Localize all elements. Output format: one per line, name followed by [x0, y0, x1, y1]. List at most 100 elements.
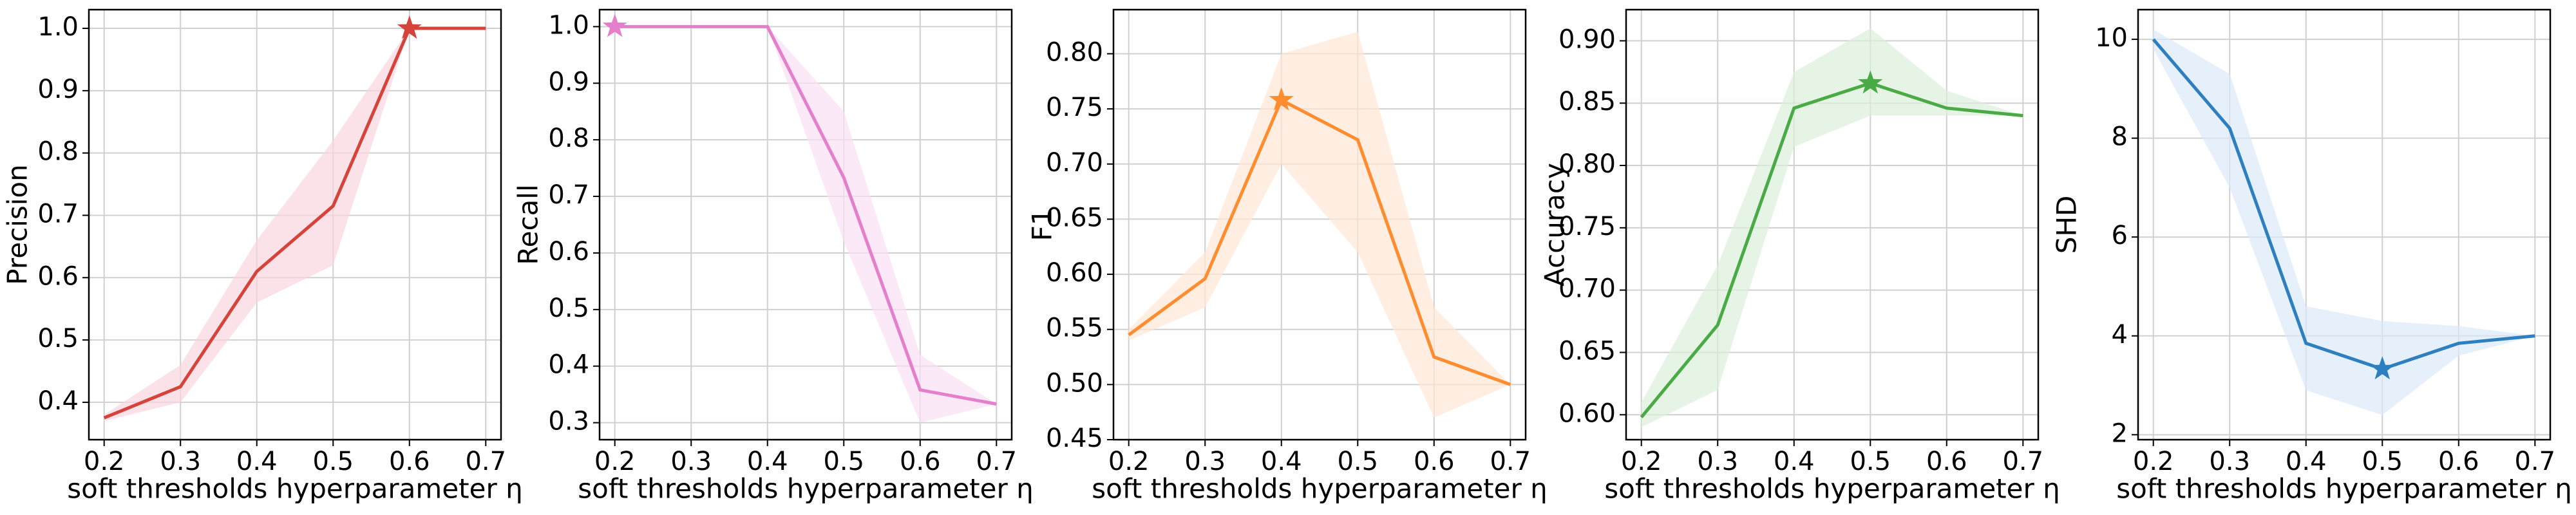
x-tick-label: 0.2 [594, 447, 636, 476]
plot-frame [2137, 8, 2552, 441]
y-tick-label: 0.60 [1558, 398, 1616, 428]
x-tick-label: 0.3 [160, 447, 201, 476]
subplot: 0.60 0.65 0.70 0.75 0.80 0.85 0.90 0.2 0.3 0.4 0.5… [1539, 8, 2060, 505]
x-tick-label: 0.7 [976, 447, 1017, 476]
line [614, 24, 997, 406]
x-tick-label: 0.3 [1184, 447, 1226, 476]
plot-frame [1625, 8, 2040, 441]
best-marker [2370, 356, 2395, 380]
x-tick-label: 0.6 [2438, 447, 2479, 476]
y-tick-label: 6 [2112, 221, 2128, 250]
x-axis-label: soft thresholds hyperparameter η [67, 473, 522, 505]
y-tick-label: 4 [2112, 320, 2128, 350]
y-axis-label: Precision [2, 164, 33, 285]
line [1640, 81, 2023, 418]
y-tick-label: 10 [2095, 23, 2128, 53]
x-tick-label: 0.6 [1926, 447, 1967, 476]
x-tick-label: 0.5 [2362, 447, 2403, 476]
y-tick-label: 0.90 [1558, 24, 1616, 54]
y-tick-label: 0.75 [1046, 93, 1103, 122]
x-tick-label: 0.4 [1261, 447, 1302, 476]
error-band [2153, 29, 2535, 415]
x-tick-label: 0.2 [84, 447, 125, 476]
y-axis-label: Accuracy [1539, 163, 1571, 286]
error-band [1128, 32, 1511, 418]
y-tick-label: 0.8 [548, 124, 589, 153]
x-tick-label: 0.5 [1337, 447, 1378, 476]
y-tick-label: 0.50 [1046, 368, 1103, 398]
x-axis-label: soft thresholds hyperparameter η [1604, 473, 2060, 505]
x-tick-label: 0.7 [465, 447, 506, 476]
subplot: 0.45 0.50 0.55 0.60 0.65 0.70 0.75 0.80 0.2 0.3 0.… [1027, 8, 1548, 505]
y-tick-label: 1.0 [548, 10, 589, 40]
y-tick-label: 0.9 [37, 75, 79, 104]
best-marker [1269, 87, 1294, 111]
y-tick-label: 8 [2112, 122, 2128, 152]
line [103, 26, 486, 420]
plot-frame [88, 8, 502, 441]
y-tick-label: 0.8 [37, 137, 79, 167]
y-tick-label: 0.65 [1558, 336, 1616, 366]
x-tick-label: 0.2 [1108, 447, 1150, 476]
x-tick-label: 0.7 [2002, 447, 2043, 476]
x-tick-label: 0.4 [2286, 447, 2327, 476]
y-axis-label: SHD [2051, 196, 2083, 254]
x-tick-label: 0.5 [1850, 447, 1891, 476]
best-marker [397, 15, 422, 39]
x-tick-label: 0.4 [236, 447, 278, 476]
y-tick-label: 0.80 [1046, 38, 1103, 68]
y-tick-label: 0.7 [37, 199, 79, 229]
y-tick-label: 0.70 [1046, 148, 1103, 178]
subplot: 0.40.50.60.70.80.91.00.2 0.3 0.4 0.5 0.6 0.7s… [2, 8, 523, 505]
subplot: 0.30.40.50.60.70.80.91.00.2 0.3 0.4 0.5 0.6 0… [513, 8, 1034, 505]
line [2152, 38, 2535, 371]
y-axis-label: F1 [1027, 209, 1058, 241]
line [1128, 97, 1511, 386]
x-tick-label: 0.5 [823, 447, 864, 476]
x-tick-label: 0.3 [670, 447, 712, 476]
y-tick-label: 0.4 [548, 350, 589, 380]
y-tick-label: 2 [2112, 418, 2128, 448]
x-tick-label: 0.4 [1774, 447, 1815, 476]
y-tick-label: 0.3 [548, 407, 589, 436]
y-tick-label: 0.6 [548, 237, 589, 267]
y-tick-label: 0.70 [1558, 274, 1616, 304]
error-band [614, 26, 997, 423]
y-tick-label: 0.85 [1558, 87, 1616, 117]
error-band [104, 28, 486, 421]
x-axis-label: soft thresholds hyperparameter η [2116, 473, 2571, 505]
y-tick-label: 0.5 [548, 294, 589, 323]
plot-frame [598, 8, 1013, 441]
x-tick-label: 0.6 [1414, 447, 1455, 476]
y-tick-label: 0.75 [1558, 212, 1616, 241]
y-tick-label: 0.65 [1046, 203, 1103, 232]
error-band [1641, 28, 2023, 427]
x-tick-label: 0.4 [747, 447, 788, 476]
x-axis-label: soft thresholds hyperparameter η [1092, 473, 1547, 505]
x-tick-label: 0.2 [1621, 447, 1662, 476]
y-tick-label: 0.55 [1046, 314, 1103, 343]
best-marker [1858, 70, 1883, 94]
y-tick-label: 0.4 [37, 386, 79, 416]
y-tick-label: 0.80 [1558, 149, 1616, 179]
y-tick-label: 0.5 [37, 324, 79, 353]
x-tick-label: 0.6 [900, 447, 941, 476]
x-tick-label: 0.7 [2514, 447, 2555, 476]
x-tick-label: 0.5 [312, 447, 354, 476]
y-axis-label: Recall [513, 184, 544, 265]
y-tick-label: 1.0 [37, 12, 79, 42]
x-tick-label: 0.7 [1490, 447, 1531, 476]
plot-frame [1112, 8, 1527, 441]
best-marker [602, 14, 627, 37]
x-tick-label: 0.6 [389, 447, 430, 476]
x-tick-label: 0.3 [2209, 447, 2250, 476]
x-tick-label: 0.2 [2133, 447, 2174, 476]
x-axis-label: soft thresholds hyperparameter η [578, 473, 1033, 505]
y-tick-label: 0.6 [37, 261, 79, 291]
x-tick-label: 0.3 [1697, 447, 1738, 476]
y-tick-label: 0.60 [1046, 258, 1103, 288]
y-tick-label: 0.45 [1046, 424, 1103, 453]
